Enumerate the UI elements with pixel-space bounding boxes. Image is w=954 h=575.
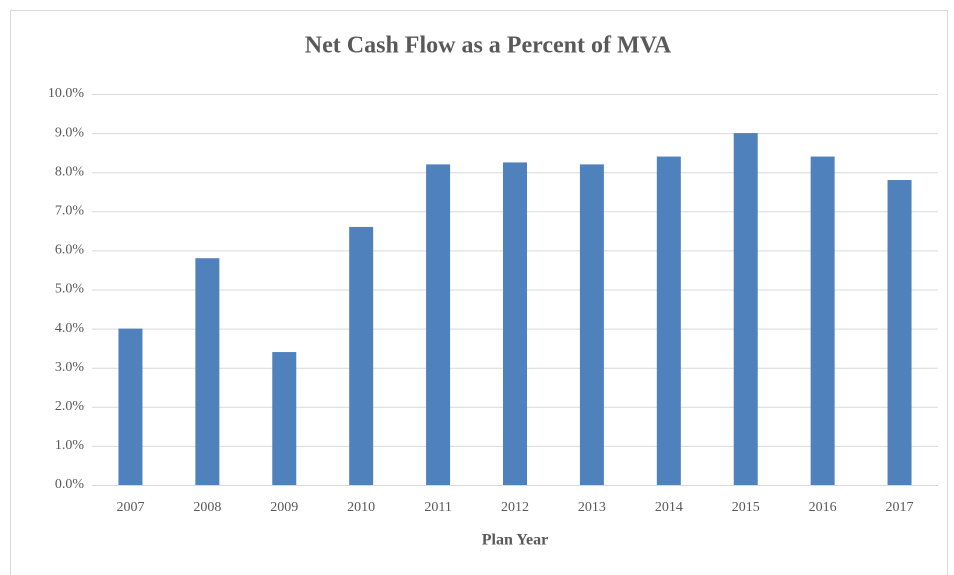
chart-frame: [10, 10, 948, 575]
bar: [195, 258, 220, 485]
y-tick-label: 3.0%: [55, 360, 85, 375]
y-tick-label: 8.0%: [55, 164, 85, 179]
bar: [503, 162, 527, 486]
bar: [733, 133, 758, 485]
x-tick-label: 2013: [578, 500, 606, 515]
y-tick-label: 7.0%: [55, 204, 85, 219]
x-tick-label: 2017: [886, 500, 914, 515]
y-tick-label: 6.0%: [55, 243, 85, 258]
bar: [118, 328, 143, 485]
bar: [656, 156, 681, 485]
y-tick-label: 5.0%: [55, 282, 85, 297]
x-tick-label: 2015: [732, 500, 760, 515]
y-tick-label: 10.0%: [48, 86, 85, 101]
bar: [579, 164, 604, 485]
x-tick-label: 2008: [193, 500, 221, 515]
x-tick-label: 2012: [501, 500, 529, 515]
y-tick-label: 0.0%: [55, 477, 85, 492]
y-tick-label: 4.0%: [55, 321, 85, 336]
y-tick-label: 1.0%: [55, 438, 85, 453]
y-tick-label: 9.0%: [55, 125, 85, 140]
x-axis-title: Plan Year: [482, 532, 549, 549]
bar: [887, 180, 912, 485]
x-tick-label: 2014: [655, 500, 683, 515]
bar: [349, 226, 374, 485]
x-tick-label: 2010: [347, 500, 375, 515]
x-tick-label: 2011: [424, 500, 451, 515]
x-tick-label: 2007: [116, 500, 144, 515]
bar: [426, 164, 451, 485]
y-tick-label: 2.0%: [55, 399, 85, 414]
chart-title: Net Cash Flow as a Percent of MVA: [305, 33, 672, 59]
bar: [810, 156, 835, 485]
bar: [272, 352, 297, 485]
x-tick-label: 2016: [809, 500, 837, 515]
x-tick-label: 2009: [270, 500, 298, 515]
